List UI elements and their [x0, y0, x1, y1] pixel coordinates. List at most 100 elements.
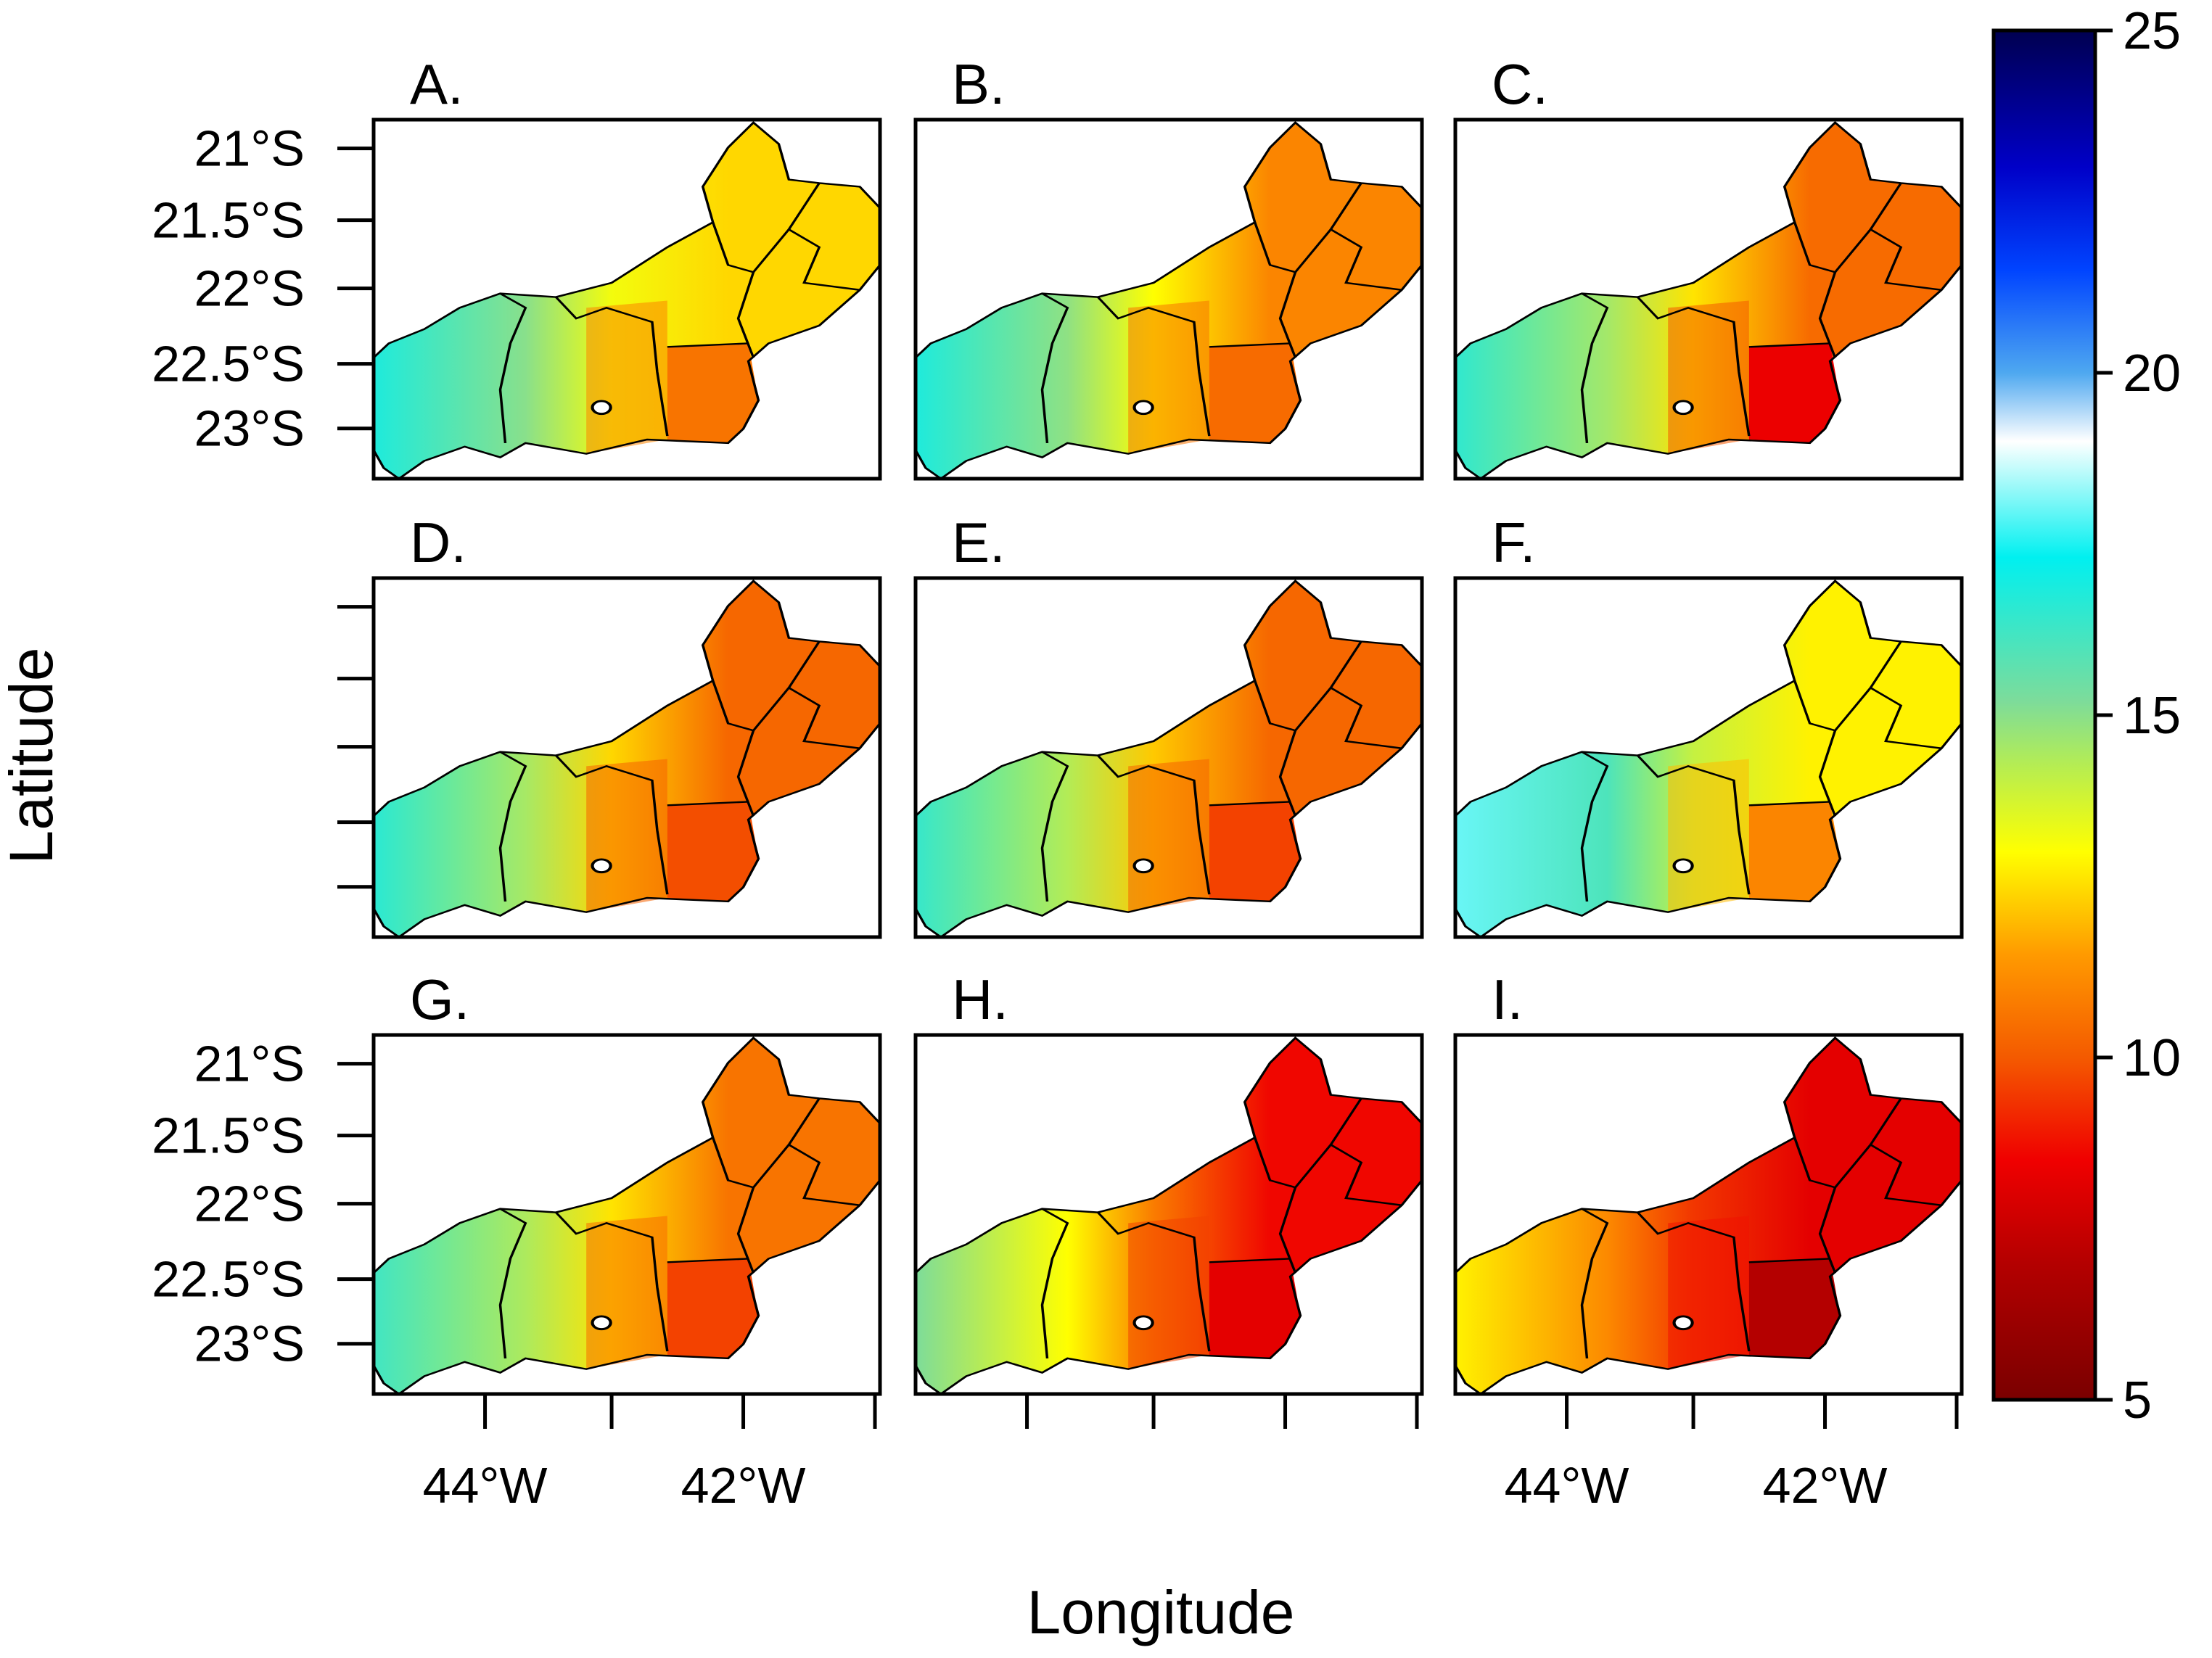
region-boundary [1580, 1208, 1609, 1358]
axes: Latitude Longitude [0, 648, 1295, 1646]
scale-tick-label: 15 [2123, 687, 2181, 745]
bay-island [1672, 1315, 1694, 1331]
region-boundary [788, 1144, 860, 1206]
bay-island [1132, 1315, 1154, 1331]
region-boundary [1209, 801, 1291, 807]
region-boundary [1793, 1097, 1902, 1189]
southeast-region [1748, 801, 1841, 902]
panel-frame [1453, 576, 1964, 939]
map-panel: E. [916, 511, 1422, 937]
lat-tick-label: 21.5°S [152, 192, 305, 249]
region-boundary [1096, 754, 1211, 895]
metro-region [1128, 759, 1209, 912]
region-boundary [736, 1187, 755, 1274]
region-boundary [1580, 751, 1609, 902]
map-panel: H. [916, 968, 1422, 1429]
panel-frame [371, 1033, 882, 1396]
panel-label: D. [410, 511, 466, 574]
region-boundary [498, 292, 527, 443]
bay-island [591, 1315, 612, 1331]
region-boundary [1040, 1208, 1069, 1358]
region-boundary [711, 182, 821, 273]
panel-label: F. [1492, 511, 1536, 574]
metro-region [1668, 759, 1749, 912]
region-boundary [788, 687, 860, 749]
region-boundary [667, 342, 749, 348]
region-boundary [1748, 342, 1830, 348]
southeast-region [1209, 801, 1301, 902]
region-boundary [1793, 640, 1902, 732]
panel-label: B. [952, 52, 1006, 116]
region-boundary [1209, 342, 1291, 348]
lat-tick-label: 22.5°S [152, 1251, 305, 1308]
bay-island [1672, 400, 1694, 416]
region-boundary [667, 1258, 749, 1263]
bay-island [591, 858, 612, 874]
region-boundary [1636, 754, 1751, 895]
metro-region [1668, 300, 1749, 454]
panel-label: G. [410, 968, 469, 1031]
southeast-region [1209, 343, 1301, 443]
panel-label: H. [952, 968, 1008, 1031]
region-boundary [1253, 1097, 1362, 1189]
region-boundary [1636, 1211, 1751, 1352]
lon-tick-label: 42°W [1763, 1457, 1888, 1514]
region-boundary [1096, 1211, 1211, 1352]
region-boundary [1040, 292, 1069, 443]
map-panel: B. [916, 52, 1422, 479]
region-boundary [1580, 292, 1609, 443]
color-scale-bar [1991, 28, 2097, 1402]
region-boundary [1636, 296, 1751, 437]
panel-frame [913, 576, 1424, 939]
scale-tick-label: 5 [2123, 1372, 2152, 1430]
southeast-region [1209, 1258, 1301, 1358]
bay-island [1132, 858, 1154, 874]
region-boundary [498, 751, 527, 902]
region-boundary [1209, 1258, 1291, 1263]
scale-tick-label: 20 [2123, 345, 2181, 403]
panel-frame [913, 117, 1424, 481]
southeast-region [667, 343, 759, 443]
region-boundary [788, 228, 860, 291]
color-scale-legend: 5 10 15 20 25 [1991, 2, 2181, 1430]
metro-region [1128, 1216, 1209, 1369]
region-boundary [711, 640, 821, 732]
scale-tick-label: 10 [2123, 1029, 2181, 1087]
region-boundary [1870, 687, 1942, 749]
region-boundary [1793, 182, 1902, 273]
lon-tick-label: 44°W [1505, 1457, 1629, 1514]
region-boundary [1748, 801, 1830, 807]
metro-region [1668, 1216, 1749, 1369]
y-axis-title: Latitude [0, 648, 65, 865]
region-boundary [1818, 730, 1837, 817]
region-boundary [1870, 1144, 1942, 1206]
southeast-region [667, 1258, 759, 1358]
lat-tick-label: 21°S [194, 1036, 305, 1092]
lat-tick-label: 23°S [194, 1316, 305, 1372]
region-boundary [711, 1097, 821, 1189]
region-boundary [736, 271, 755, 358]
southeast-region [1748, 1258, 1841, 1358]
region-boundary [1748, 1258, 1830, 1263]
bay-island [1132, 400, 1154, 416]
panel-frame [371, 117, 882, 481]
map-panel: F. [1455, 511, 1962, 937]
region-boundary [1253, 640, 1362, 732]
metro-region [1128, 300, 1209, 454]
region-boundary [1330, 228, 1402, 291]
panel-frame [1453, 117, 1964, 481]
lat-tick-label: 22.5°S [152, 336, 305, 392]
region-boundary [1278, 271, 1297, 358]
region-boundary [1278, 1187, 1297, 1274]
map-panel: A. 21°S 21.5°S 22°S 22.5°S 23°S [152, 52, 880, 479]
panel-frame [371, 576, 882, 939]
bay-island [591, 400, 612, 416]
region-boundary [554, 1211, 669, 1352]
map-panel: D. [337, 511, 880, 937]
lon-tick-label: 42°W [681, 1457, 806, 1514]
lat-tick-label: 22°S [194, 260, 305, 317]
panel-frame [1453, 1033, 1964, 1396]
panel-label: A. [410, 52, 464, 116]
region-boundary [498, 1208, 527, 1358]
region-boundary [1330, 1144, 1402, 1206]
